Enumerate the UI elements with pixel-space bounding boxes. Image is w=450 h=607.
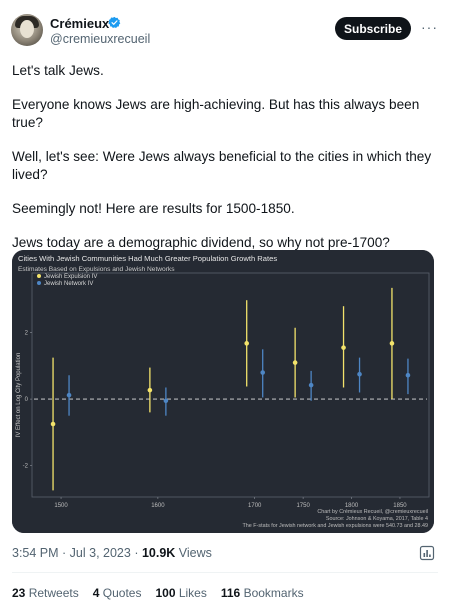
likes-stat[interactable]: 100 Likes — [155, 586, 206, 600]
data-point — [405, 372, 411, 378]
stat-label: Quotes — [102, 586, 142, 600]
data-point — [341, 345, 346, 350]
engagement-stats: 23 Retweets 4 Quotes 100 Likes 116 Bookm… — [12, 586, 304, 600]
x-tick-label: 1850 — [393, 503, 407, 509]
quotes-stat[interactable]: 4 Quotes — [93, 586, 142, 600]
tweet-paragraph: Well, let's see: Were Jews always benefi… — [12, 149, 432, 182]
tweet-paragraph: Seemingly not! Here are results for 1500… — [12, 201, 295, 216]
chart-credit: Chart by Crémieux Recueil, @cremieuxrecu… — [317, 509, 428, 515]
author-name[interactable]: Crémieux — [50, 16, 110, 31]
tweet-text: Let's talk Jews. Everyone knows Jews are… — [12, 62, 438, 268]
data-point — [50, 421, 56, 427]
legend-label-network: Jewish Network IV — [44, 281, 93, 287]
data-point — [292, 360, 298, 365]
data-point — [389, 341, 395, 346]
avatar[interactable] — [11, 14, 43, 46]
stat-label: Bookmarks — [243, 586, 304, 600]
x-tick-label: 1700 — [248, 503, 262, 509]
x-tick-label: 1500 — [54, 503, 68, 509]
chart-subtitle: Estimates Based on Expulsions and Jewish… — [18, 266, 175, 273]
tweet-paragraph: Everyone knows Jews are high-achieving. … — [12, 97, 420, 130]
stat-count: 23 — [12, 586, 26, 600]
more-options-icon[interactable]: ··· — [421, 19, 438, 35]
bookmarks-stat[interactable]: 116 Bookmarks — [221, 586, 304, 600]
data-point — [260, 370, 266, 375]
data-point — [66, 392, 72, 398]
views-count: 10.9K — [141, 546, 176, 560]
chart-source: Source: Johnson & Koyama, 2017, Table 4 — [326, 516, 428, 522]
chart-image[interactable]: Cities With Jewish Communities Had Much … — [12, 250, 434, 533]
chart-svg: Cities With Jewish Communities Had Much … — [12, 250, 434, 533]
x-tick-label: 1800 — [345, 503, 359, 509]
x-tick-label: 1750 — [296, 503, 310, 509]
author-handle[interactable]: @cremieuxrecueil — [50, 32, 151, 46]
verified-badge-icon — [108, 16, 121, 29]
chart-footnote: The F-stats for Jewish network and Jewis… — [243, 523, 428, 529]
legend-label-expulsion: Jewish Expulsion IV — [44, 274, 97, 280]
legend-swatch-expulsion — [37, 274, 41, 278]
y-tick-label: 0 — [25, 397, 29, 403]
divider — [12, 572, 438, 573]
y-axis-label: IV Effect on Log City Population — [16, 353, 22, 438]
chart-title: Cities With Jewish Communities Had Much … — [18, 254, 277, 263]
data-point — [244, 341, 250, 346]
tweet-paragraph: Jews today are a demographic dividend, s… — [12, 235, 390, 250]
tweet-timestamp[interactable]: 3:54 PM · Jul 3, 2023 — [12, 546, 131, 560]
tweet-paragraph: Let's talk Jews. — [12, 63, 104, 78]
y-tick-label: 2 — [25, 331, 29, 337]
views-label: Views — [178, 546, 212, 560]
data-point — [357, 371, 362, 377]
chart-legend: Jewish Expulsion IV Jewish Network IV — [37, 274, 97, 287]
data-point — [163, 398, 169, 404]
x-tick-label: 1600 — [151, 503, 165, 509]
tweet-header: Crémieux @cremieuxrecueil Subscribe ··· — [0, 0, 450, 60]
meta-separator: · — [134, 546, 142, 560]
chart-background — [12, 250, 434, 533]
stat-count: 116 — [220, 586, 241, 600]
stat-label: Likes — [178, 586, 207, 600]
stat-count: 4 — [92, 586, 100, 600]
data-point — [147, 387, 153, 393]
plot-frame — [31, 272, 430, 498]
tweet-meta: 3:54 PM · Jul 3, 2023 · 10.9K Views — [12, 546, 212, 560]
stat-label: Retweets — [28, 586, 79, 600]
stat-count: 100 — [155, 586, 176, 600]
avatar-face — [20, 20, 34, 38]
data-point — [308, 382, 314, 388]
legend-swatch-network — [37, 281, 41, 285]
retweets-stat[interactable]: 23 Retweets — [12, 586, 79, 600]
analytics-icon[interactable] — [419, 545, 435, 561]
y-tick-label: -2 — [23, 463, 29, 469]
subscribe-button[interactable]: Subscribe — [335, 17, 411, 40]
